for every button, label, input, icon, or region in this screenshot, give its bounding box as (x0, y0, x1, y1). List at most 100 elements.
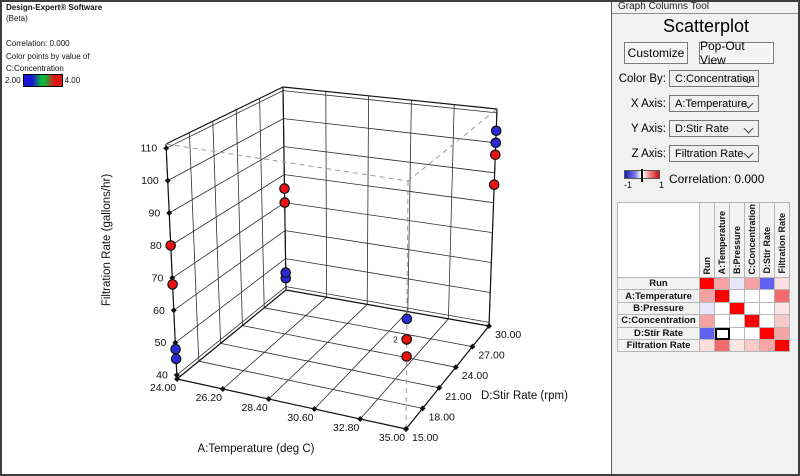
matrix-cell[interactable] (700, 339, 715, 353)
matrix-cell[interactable] (715, 278, 730, 291)
matrix-row-header: C:Concentration (618, 315, 700, 328)
data-point[interactable] (165, 240, 176, 251)
annotation-color-by: Color points by value of (6, 52, 90, 61)
matrix-cell[interactable] (745, 327, 760, 340)
data-point[interactable] (279, 183, 290, 194)
matrix-cell[interactable] (760, 339, 775, 353)
svg-text:Filtration Rate (gallons/hr): Filtration Rate (gallons/hr) (101, 174, 113, 306)
data-point[interactable] (167, 279, 178, 290)
combobox-value: C:Concentration (675, 72, 755, 85)
matrix-cell[interactable] (730, 339, 745, 353)
combobox-value: Filtration Rate (675, 147, 744, 160)
chevron-down-icon (743, 123, 754, 134)
matrix-cell[interactable] (700, 290, 715, 303)
svg-text:80: 80 (150, 240, 162, 252)
matrix-cell[interactable] (700, 327, 715, 340)
software-title: Design-Expert® Software (6, 3, 103, 12)
matrix-cell[interactable] (715, 315, 730, 328)
corr-scale-min: -1 (624, 180, 633, 190)
data-point[interactable] (490, 125, 502, 137)
matrix-cell[interactable] (700, 302, 715, 316)
correlation-marker (641, 169, 643, 182)
data-point[interactable] (279, 197, 290, 208)
matrix-row-header: Run (618, 278, 700, 291)
selector-row-0: Color By: C:Concentration (612, 70, 800, 87)
correlation-value-text: Correlation: 0.000 (669, 172, 765, 186)
graph-columns-tool-panel: Graph Columns Tool Scatterplot Customize… (611, 0, 800, 476)
combobox-value: A:Temperature (675, 97, 748, 110)
svg-text:26.20: 26.20 (196, 392, 222, 404)
matrix-cell[interactable] (760, 290, 775, 303)
data-point[interactable] (401, 351, 412, 362)
matrix-row-header: A:Temperature (618, 290, 700, 303)
svg-text:32.80: 32.80 (333, 422, 359, 434)
matrix-cell[interactable] (760, 315, 775, 328)
matrix-cell[interactable] (745, 290, 760, 303)
chevron-down-icon (743, 148, 754, 159)
matrix-cell[interactable] (730, 278, 745, 291)
color-legend: 2.00 4.00 (5, 74, 80, 87)
annotation-correlation: Correlation: 0.000 (6, 39, 70, 48)
plot-area: Design-Expert® Software (Beta) Correlati… (0, 0, 611, 476)
data-point[interactable] (489, 149, 501, 161)
selector-combobox-0[interactable]: C:Concentration (669, 70, 759, 87)
corr-scale-max: 1 (658, 180, 664, 190)
data-point[interactable] (488, 179, 500, 190)
matrix-row-header: D:Stir Rate (618, 327, 700, 340)
selector-combobox-3[interactable]: Filtration Rate (669, 145, 759, 162)
matrix-cell[interactable] (730, 302, 745, 316)
correlation-matrix: Run A:Temperature B:Pressure C:Concentratio… (617, 202, 790, 353)
matrix-cell[interactable] (760, 327, 775, 340)
legend-max-value: 4.00 (64, 76, 81, 85)
selector-combobox-2[interactable]: D:Stir Rate (669, 120, 759, 137)
matrix-cell[interactable] (745, 339, 760, 353)
matrix-cell[interactable] (700, 315, 715, 328)
matrix-cell[interactable] (745, 302, 760, 316)
svg-text:90: 90 (149, 208, 161, 220)
pop-out-view-button[interactable]: Pop-Out View (699, 39, 774, 67)
matrix-cell[interactable] (775, 290, 790, 303)
matrix-cell[interactable] (775, 278, 790, 291)
selector-label: Y Axis: (631, 122, 666, 135)
matrix-row-header: B:Pressure (618, 302, 700, 316)
selector-combobox-1[interactable]: A:Temperature (669, 95, 759, 112)
matrix-col-header: D:Stir Rate (760, 203, 775, 278)
legend-min-value: 2.00 (5, 76, 21, 85)
matrix-cell[interactable] (775, 339, 790, 353)
correlation-scale-labels: -1 1 (624, 180, 664, 190)
customize-button[interactable]: Customize (624, 42, 688, 64)
matrix-cell[interactable] (760, 278, 775, 291)
matrix-cell[interactable] (760, 302, 775, 316)
matrix-cell[interactable] (745, 315, 760, 328)
matrix-cell[interactable] (730, 290, 745, 303)
data-point[interactable] (401, 313, 413, 325)
data-point[interactable] (280, 267, 291, 278)
matrix-cell[interactable] (775, 315, 790, 328)
matrix-cell[interactable] (715, 339, 730, 353)
panel-caption: Graph Columns Tool (612, 0, 800, 14)
selector-label: Color By: (618, 72, 666, 85)
scatterplot-3d[interactable]: 40506070809010011024.0026.2028.4030.6032… (0, 0, 611, 476)
svg-text:60: 60 (153, 305, 165, 317)
data-point[interactable] (170, 353, 182, 365)
combobox-value: D:Stir Rate (675, 122, 729, 135)
matrix-cell[interactable] (715, 290, 730, 303)
selector-label: Z Axis: (631, 147, 666, 160)
svg-text:15.00: 15.00 (412, 432, 438, 444)
matrix-cell[interactable] (775, 327, 790, 340)
matrix-cell-selected[interactable] (715, 327, 730, 340)
svg-text:50: 50 (155, 337, 167, 349)
matrix-cell[interactable] (715, 302, 730, 316)
correlation-scale: -1 1 (624, 169, 664, 190)
matrix-cell[interactable] (730, 315, 745, 328)
data-point[interactable] (401, 334, 412, 345)
matrix-cell[interactable] (775, 302, 790, 316)
svg-text:30.00: 30.00 (495, 329, 521, 341)
svg-text:70: 70 (152, 272, 164, 284)
data-point[interactable] (170, 343, 181, 355)
svg-text:27.00: 27.00 (478, 350, 504, 362)
matrix-cell[interactable] (745, 278, 760, 291)
matrix-cell[interactable] (730, 327, 745, 340)
data-point[interactable] (490, 137, 502, 149)
matrix-cell[interactable] (700, 278, 715, 291)
